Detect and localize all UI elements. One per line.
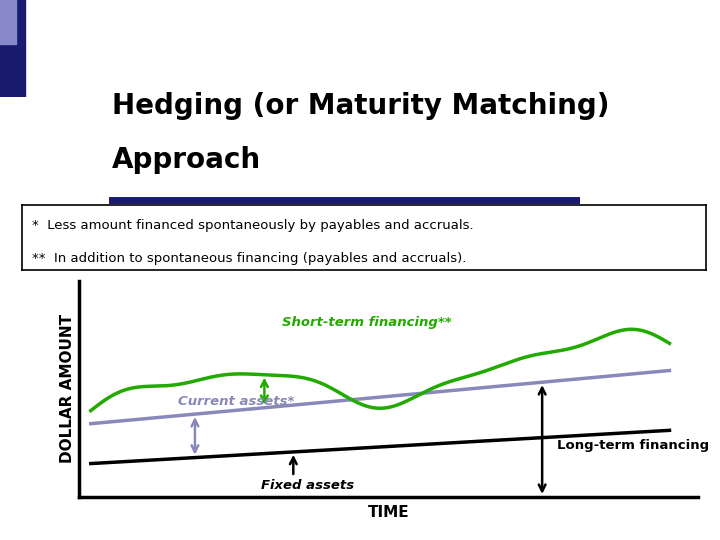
Text: Approach: Approach — [112, 146, 261, 174]
Text: Short-term financing**: Short-term financing** — [282, 316, 451, 329]
Text: Hedging (or Maturity Matching): Hedging (or Maturity Matching) — [112, 92, 609, 120]
Text: *  Less amount financed spontaneously by payables and accruals.: * Less amount financed spontaneously by … — [32, 219, 474, 232]
Text: Long-term financing: Long-term financing — [557, 438, 708, 452]
Text: Current assets*: Current assets* — [178, 395, 294, 408]
Bar — [0, 0, 16, 44]
X-axis label: TIME: TIME — [368, 505, 410, 520]
Y-axis label: DOLLAR AMOUNT: DOLLAR AMOUNT — [60, 314, 75, 463]
Bar — [0, 0, 25, 97]
Text: Fixed assets: Fixed assets — [261, 478, 355, 491]
Text: **  In addition to spontaneous financing (payables and accruals).: ** In addition to spontaneous financing … — [32, 252, 467, 265]
